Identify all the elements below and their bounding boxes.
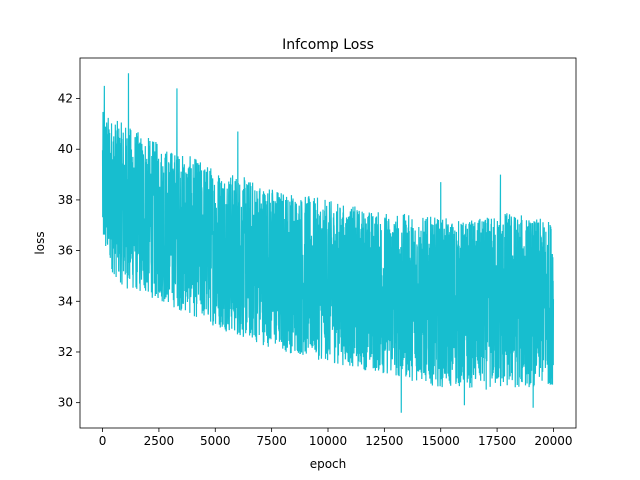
x-tick-label: 5000 bbox=[200, 434, 231, 448]
chart-title: Infcomp Loss bbox=[282, 37, 374, 53]
y-tick-label: 40 bbox=[58, 142, 73, 156]
x-tick-label: 20000 bbox=[534, 434, 572, 448]
y-tick-label: 32 bbox=[58, 345, 73, 359]
y-tick-label: 34 bbox=[58, 294, 73, 308]
y-tick-label: 30 bbox=[58, 396, 73, 410]
x-tick-label: 0 bbox=[99, 434, 107, 448]
loss-series-line bbox=[101, 73, 555, 413]
x-tick-label: 2500 bbox=[144, 434, 175, 448]
x-tick-label: 15000 bbox=[422, 434, 460, 448]
y-axis: 30 32 34 36 38 40 42 bbox=[58, 92, 80, 410]
x-tick-label: 17500 bbox=[478, 434, 516, 448]
y-tick-label: 36 bbox=[58, 244, 73, 258]
x-tick-label: 7500 bbox=[256, 434, 287, 448]
y-tick-label: 42 bbox=[58, 92, 73, 106]
x-axis: 0 2500 5000 7500 10000 12500 15000 17500 20000 bbox=[99, 428, 573, 448]
x-tick-label: 12500 bbox=[365, 434, 403, 448]
x-axis-label: epoch bbox=[310, 457, 347, 471]
y-axis-label: loss bbox=[33, 231, 47, 254]
y-tick-label: 38 bbox=[58, 193, 73, 207]
x-tick-label: 10000 bbox=[309, 434, 347, 448]
